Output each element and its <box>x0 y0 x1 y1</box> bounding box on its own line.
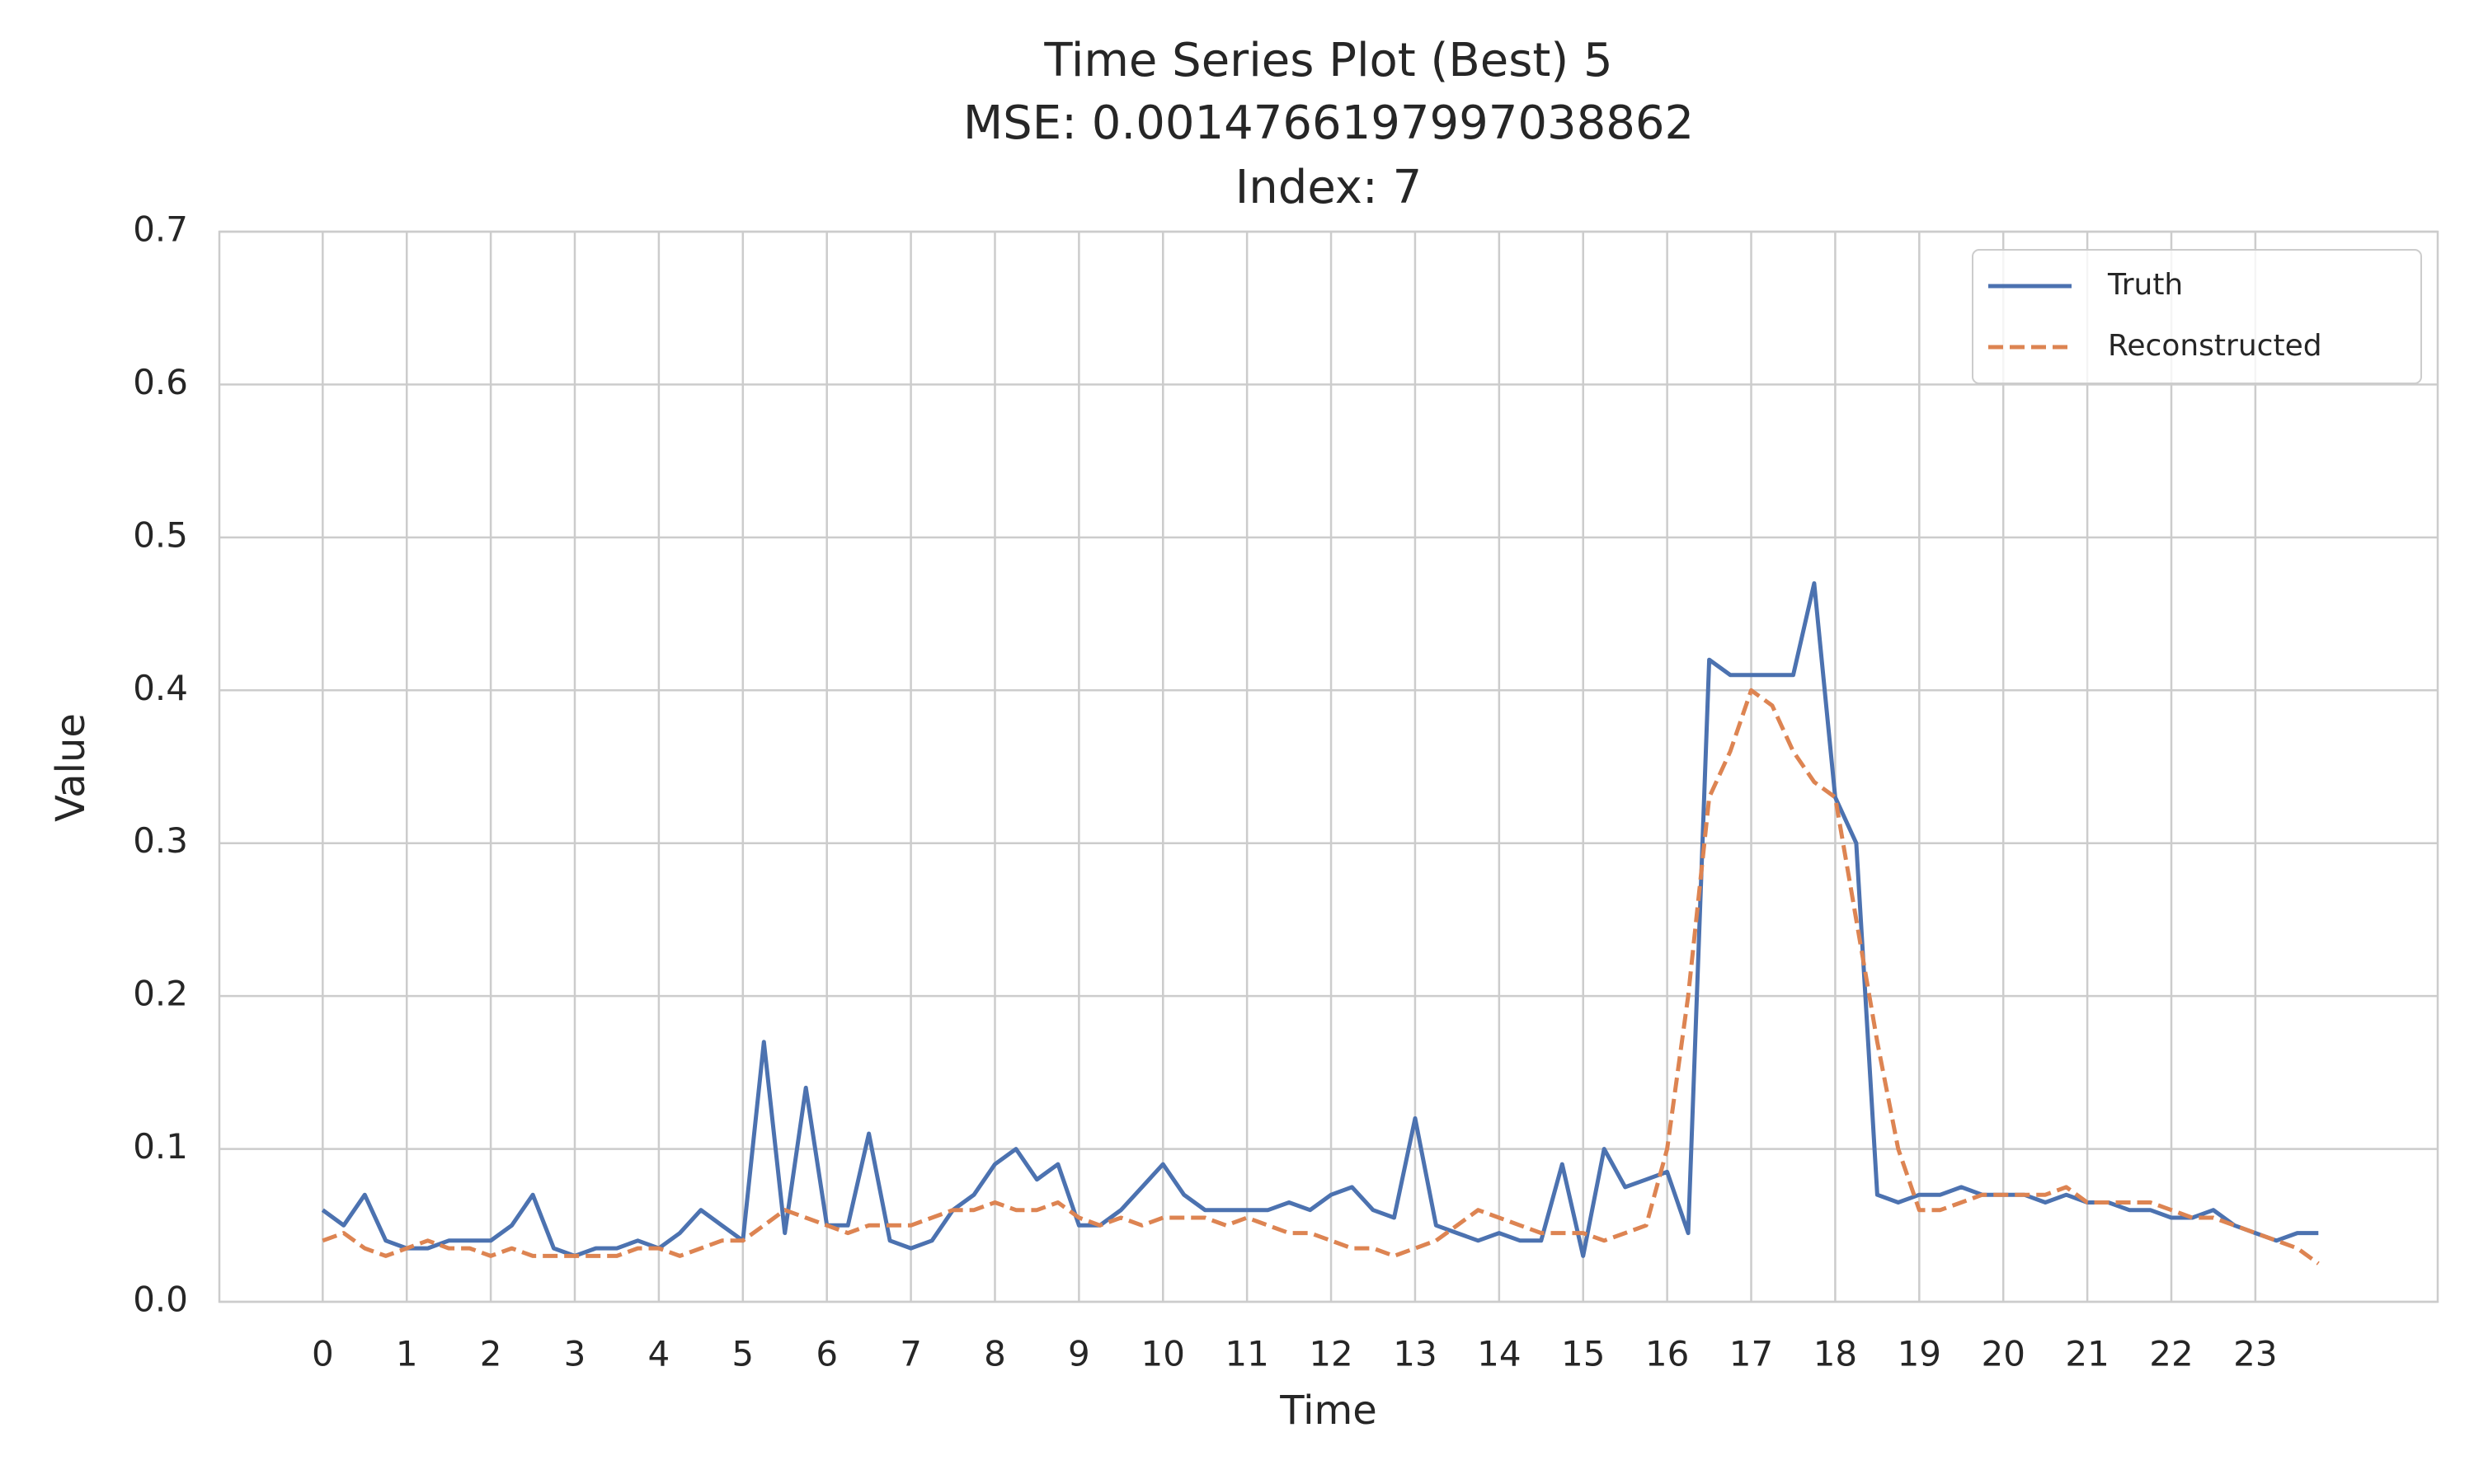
series-line <box>322 688 2320 1266</box>
x-tick-label: 15 <box>1561 1334 1605 1374</box>
y-tick-label: 0.4 <box>133 668 188 708</box>
x-tick-label: 8 <box>984 1334 1006 1374</box>
chart-title: MSE: 0.0014766197997038862 <box>963 96 1694 150</box>
x-tick-label: 13 <box>1393 1334 1437 1374</box>
y-tick-label: 0.1 <box>133 1126 188 1167</box>
y-axis-label: Value <box>48 713 94 822</box>
y-tick-label: 0.7 <box>133 209 188 250</box>
x-tick-label: 18 <box>1813 1334 1857 1374</box>
x-tick-label: 0 <box>312 1334 334 1374</box>
x-tick-label: 21 <box>2065 1334 2109 1374</box>
chart-title: Time Series Plot (Best) 5 <box>1043 34 1612 87</box>
x-tick-label: 5 <box>731 1334 754 1374</box>
x-tick-label: 9 <box>1068 1334 1090 1374</box>
y-tick-label: 0.6 <box>133 362 188 402</box>
y-tick-label: 0.2 <box>133 974 188 1014</box>
x-tick-label: 10 <box>1141 1334 1185 1374</box>
legend-label: Truth <box>2107 268 2183 302</box>
x-tick-label: 23 <box>2233 1334 2277 1374</box>
x-tick-label: 6 <box>816 1334 838 1374</box>
x-tick-label: 12 <box>1309 1334 1352 1374</box>
legend-label: Reconstructed <box>2108 329 2322 363</box>
y-tick-label: 0.3 <box>133 820 188 861</box>
x-tick-label: 11 <box>1225 1334 1268 1374</box>
x-tick-label: 17 <box>1729 1334 1773 1374</box>
x-tick-label: 4 <box>648 1334 670 1374</box>
chart-title: Index: 7 <box>1235 161 1422 214</box>
y-tick-label: 0.5 <box>133 514 188 555</box>
x-tick-label: 16 <box>1645 1334 1689 1374</box>
x-tick-label: 22 <box>2149 1334 2193 1374</box>
x-tick-label: 20 <box>1981 1334 2025 1374</box>
x-tick-label: 14 <box>1477 1334 1521 1374</box>
x-tick-label: 1 <box>396 1334 418 1374</box>
x-axis-label: Time <box>1279 1388 1376 1434</box>
x-tick-label: 7 <box>900 1334 922 1374</box>
y-tick-label: 0.0 <box>133 1280 188 1320</box>
x-tick-label: 19 <box>1898 1334 1941 1374</box>
x-tick-label: 3 <box>564 1334 586 1374</box>
x-tick-label: 2 <box>480 1334 502 1374</box>
plot-frame <box>218 230 2439 1303</box>
legend-box <box>1972 249 2422 384</box>
